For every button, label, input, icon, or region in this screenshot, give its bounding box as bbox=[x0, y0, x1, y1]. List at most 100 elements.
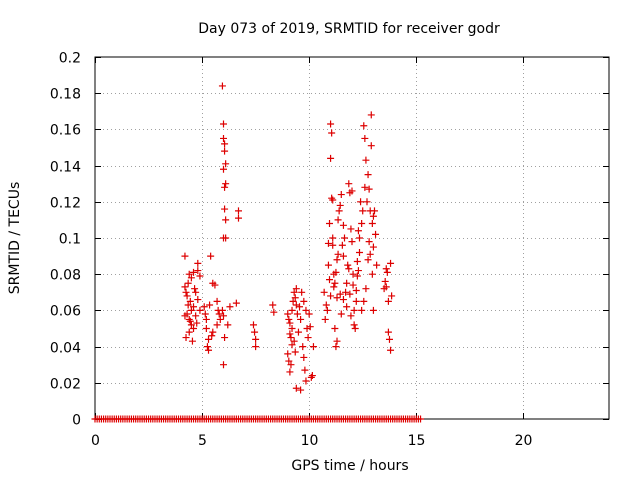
data-point bbox=[249, 321, 257, 329]
data-point bbox=[187, 306, 195, 314]
x-axis-label: GPS time / hours bbox=[291, 458, 408, 474]
data-point bbox=[358, 306, 366, 314]
data-point bbox=[327, 292, 335, 300]
data-point bbox=[327, 120, 335, 128]
data-point bbox=[203, 343, 211, 351]
data-point bbox=[363, 198, 371, 206]
data-point bbox=[331, 279, 339, 287]
data-point bbox=[213, 297, 221, 305]
data-point bbox=[326, 276, 334, 284]
data-point bbox=[194, 259, 202, 267]
chart-title: Day 073 of 2019, SRMTID for receiver god… bbox=[198, 21, 500, 37]
y-tick-label: 0.2 bbox=[59, 51, 81, 67]
data-point bbox=[194, 267, 202, 275]
data-point bbox=[292, 384, 300, 392]
data-point bbox=[294, 328, 302, 336]
data-point bbox=[187, 321, 195, 329]
data-point bbox=[220, 165, 227, 173]
data-point bbox=[184, 279, 192, 287]
data-point bbox=[205, 335, 213, 343]
data-point bbox=[387, 346, 395, 354]
data-point bbox=[335, 207, 343, 215]
data-point bbox=[338, 241, 346, 249]
data-point bbox=[206, 301, 214, 309]
data-point bbox=[341, 234, 349, 242]
data-point bbox=[324, 239, 332, 247]
data-point bbox=[182, 334, 190, 342]
data-point bbox=[328, 129, 336, 137]
data-point bbox=[221, 205, 229, 213]
data-point bbox=[358, 220, 366, 228]
data-point bbox=[298, 288, 306, 296]
data-point bbox=[372, 230, 380, 238]
data-point bbox=[322, 301, 330, 309]
data-point bbox=[181, 252, 189, 260]
data-point bbox=[355, 248, 363, 256]
data-point bbox=[286, 330, 294, 338]
data-point bbox=[291, 294, 299, 302]
data-point bbox=[184, 301, 192, 309]
data-point bbox=[288, 341, 296, 349]
data-point bbox=[202, 315, 210, 323]
data-point bbox=[221, 183, 229, 191]
data-point bbox=[290, 288, 298, 296]
data-point bbox=[285, 315, 293, 323]
data-point bbox=[337, 310, 345, 318]
data-points bbox=[91, 82, 425, 423]
data-point bbox=[220, 120, 227, 128]
data-point bbox=[339, 252, 347, 260]
data-point bbox=[286, 319, 294, 327]
data-point bbox=[183, 292, 191, 300]
y-tick-label: 0.06 bbox=[50, 304, 81, 320]
data-point bbox=[350, 306, 358, 314]
data-point bbox=[305, 310, 313, 318]
data-point bbox=[290, 337, 298, 345]
data-point bbox=[222, 180, 230, 188]
data-point bbox=[329, 196, 337, 204]
data-point bbox=[306, 323, 314, 331]
data-point bbox=[284, 350, 292, 358]
y-tick-label: 0.14 bbox=[50, 160, 81, 176]
data-point bbox=[186, 297, 194, 305]
data-point bbox=[368, 270, 376, 278]
data-point bbox=[326, 220, 334, 228]
data-point bbox=[344, 261, 352, 269]
data-point bbox=[284, 310, 292, 318]
data-point bbox=[218, 82, 226, 90]
data-point bbox=[216, 315, 224, 323]
data-point bbox=[348, 187, 356, 195]
data-point bbox=[205, 346, 213, 354]
data-point bbox=[382, 283, 390, 291]
data-point bbox=[289, 297, 297, 305]
y-tick-label: 0.16 bbox=[50, 123, 81, 139]
data-point bbox=[384, 328, 392, 336]
data-point bbox=[332, 343, 340, 351]
data-point bbox=[383, 268, 391, 276]
data-point bbox=[304, 334, 312, 342]
data-point bbox=[351, 325, 359, 332]
data-point bbox=[188, 337, 196, 345]
data-point bbox=[323, 306, 331, 314]
data-point bbox=[359, 207, 367, 215]
data-point bbox=[252, 335, 260, 343]
data-point bbox=[364, 256, 372, 264]
data-point bbox=[362, 156, 370, 164]
data-point bbox=[193, 319, 201, 327]
data-point bbox=[181, 283, 189, 291]
data-point bbox=[348, 238, 356, 246]
data-point bbox=[354, 227, 362, 235]
data-point bbox=[333, 256, 341, 264]
data-point bbox=[339, 221, 347, 229]
data-point bbox=[190, 268, 198, 276]
data-point bbox=[357, 198, 365, 206]
data-point bbox=[297, 386, 305, 394]
data-point bbox=[187, 274, 195, 282]
data-point bbox=[270, 308, 278, 316]
data-point bbox=[221, 147, 229, 155]
data-point bbox=[353, 258, 361, 266]
data-point bbox=[220, 361, 227, 369]
data-point bbox=[215, 310, 223, 318]
data-point bbox=[221, 140, 229, 148]
data-point bbox=[220, 234, 227, 242]
